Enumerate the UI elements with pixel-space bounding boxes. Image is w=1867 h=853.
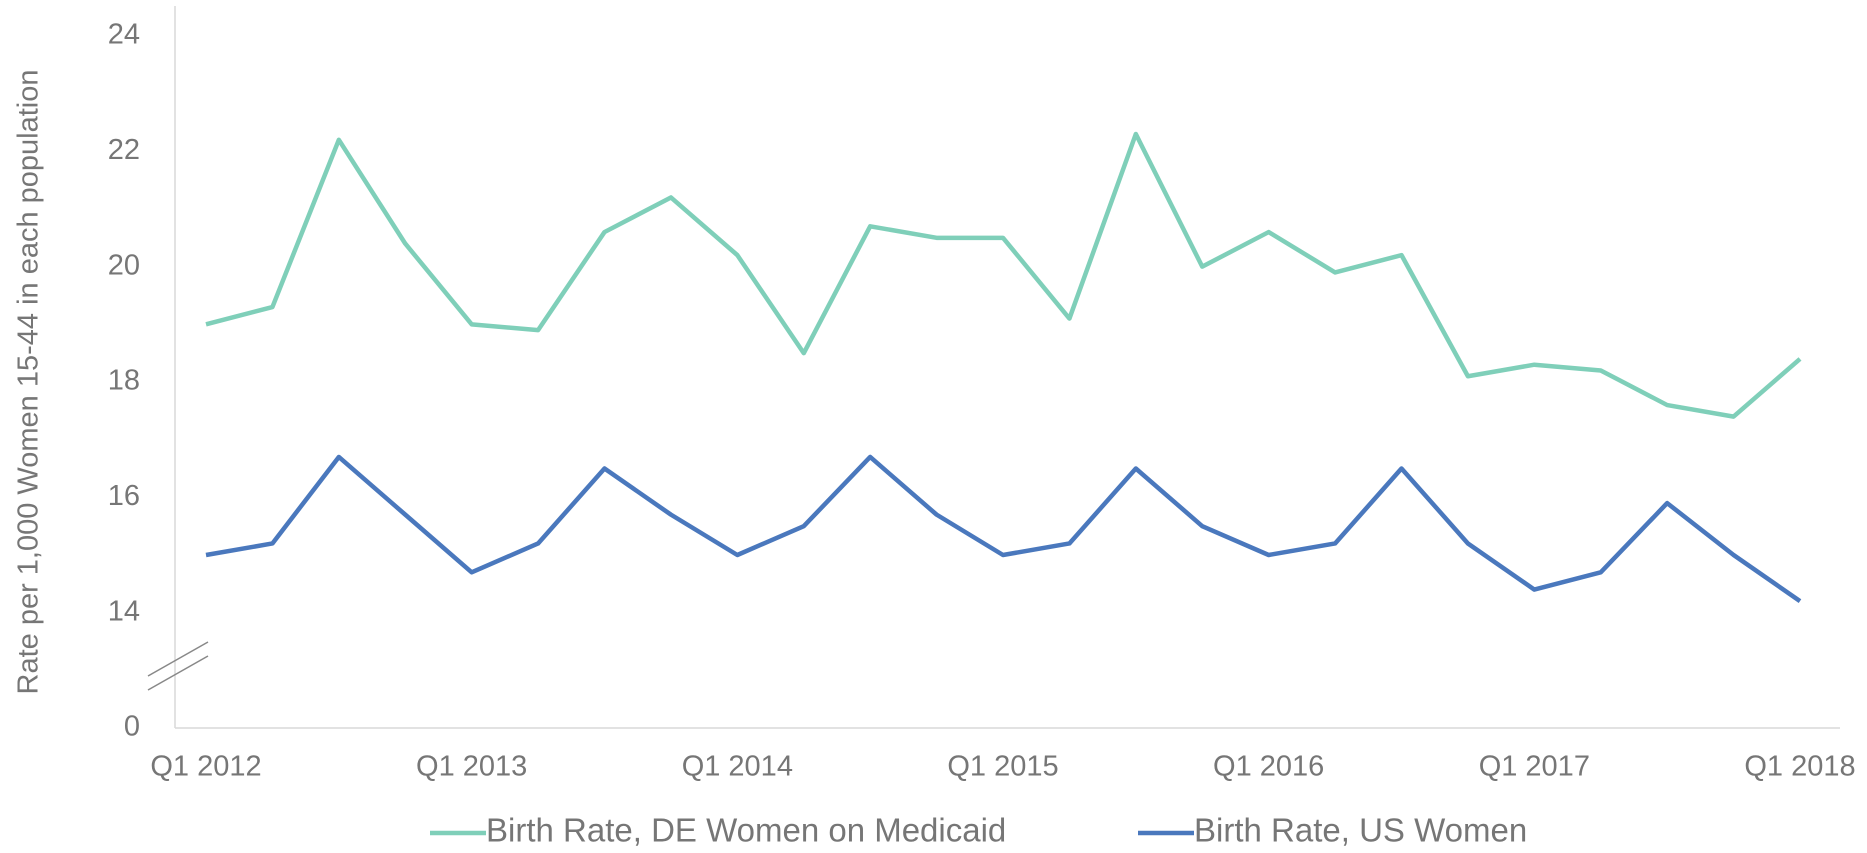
x-tick-label: Q1 2012 [150, 751, 261, 783]
y-tick-label: 16 [108, 480, 140, 512]
x-tick-label: Q1 2018 [1744, 751, 1855, 783]
series-line [205, 454, 1802, 603]
legend-label: Birth Rate, DE Women on Medicaid [486, 812, 1006, 849]
x-tick-label: Q1 2015 [947, 751, 1058, 783]
y-tick-label: 18 [108, 365, 140, 397]
axis-break [147, 641, 209, 677]
y-tick-label: 20 [108, 249, 140, 281]
legend-label: Birth Rate, US Women [1194, 812, 1527, 849]
y-tick-label: 22 [108, 134, 140, 166]
x-tick-label: Q1 2017 [1479, 751, 1590, 783]
y-tick-label: 0 [124, 711, 140, 743]
y-axis-title: Rate per 1,000 Women 15-44 in each popul… [13, 69, 45, 694]
axis-break [147, 655, 209, 691]
x-tick-label: Q1 2014 [682, 751, 793, 783]
x-tick-label: Q1 2013 [416, 751, 527, 783]
series-line [205, 131, 1802, 419]
y-tick-label: 24 [108, 19, 140, 51]
x-tick-label: Q1 2016 [1213, 751, 1324, 783]
y-tick-label: 14 [108, 595, 140, 627]
